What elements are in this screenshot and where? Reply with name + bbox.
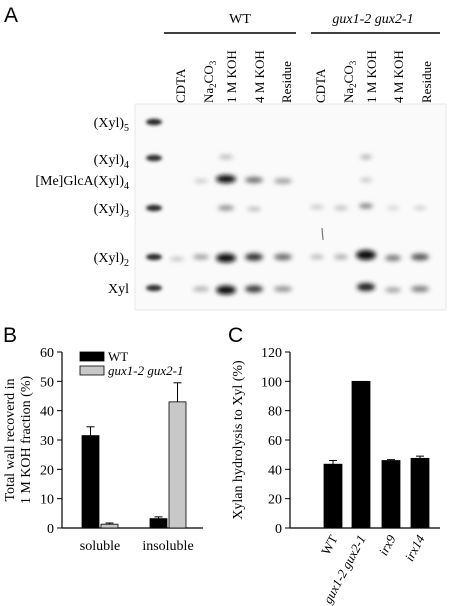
lane-label: 1 M KOH (224, 50, 239, 103)
chart-b-y-label: 1 M KOH fraction (%) (19, 376, 34, 505)
gel-image (134, 103, 447, 311)
band-label-xyl4: (Xyl)4 (94, 153, 129, 171)
lane-label: 4 M KOH (252, 50, 267, 103)
chart-c-bar (381, 460, 401, 529)
chart-b-x-tick-label: insoluble (142, 539, 193, 554)
gel-group-label-mutant: gux1-2 gux2-1 (332, 12, 413, 27)
chart-b-y-tick-label: 0 (47, 522, 54, 537)
chart-b-y-tick-label: 50 (40, 375, 54, 390)
chart-b-x-tick-label: soluble (80, 539, 120, 554)
lane-label: CDTA (313, 68, 328, 103)
chart-c-bar (410, 457, 430, 529)
chart-b-y-label: Total wall recoverd in (3, 378, 18, 501)
band-label-xyl5: (Xyl)5 (94, 116, 129, 134)
chart-b-bar (100, 523, 119, 529)
chart-b-legend-swatch (79, 365, 105, 376)
panel-a-letter: A (4, 4, 18, 27)
lane-label: 4 M KOH (391, 50, 406, 103)
lane-label: Na2CO3 (201, 60, 218, 103)
lane-label: Residue (419, 61, 434, 103)
panel-b-letter: B (3, 324, 17, 347)
gel-artifact-streak (321, 227, 324, 241)
panel-c-letter: C (228, 324, 243, 347)
chart-b-bar (149, 518, 168, 529)
lane-label: Na2CO3 (341, 60, 358, 103)
chart-b-bar (168, 401, 187, 529)
lane-label: Residue (279, 61, 294, 103)
chart-c-x-tick-label: WT (318, 532, 341, 557)
chart-b-bar (81, 435, 100, 529)
sample-bands (170, 155, 429, 295)
gel-background (134, 103, 447, 311)
band-label-meglca-xyl4: [Me]GlcA(Xyl)4 (35, 174, 129, 192)
chart-c-y-tick-label: 60 (268, 434, 282, 449)
gel-lane-labels: CDTA Na2CO3 1 M KOH 4 M KOH Residue CDTA… (173, 50, 434, 103)
marker-lane (146, 118, 162, 292)
chart-b-y-tick-label: 20 (40, 463, 54, 478)
chart-c-y-tick-label: 120 (261, 346, 282, 361)
chart-b-y-tick-label: 60 (40, 346, 54, 361)
gel-group-label-wt: WT (229, 12, 251, 27)
chart-c-y-tick-label: 20 (268, 493, 282, 508)
band-label-xyl3: (Xyl)3 (94, 202, 129, 220)
band-label-xyl: Xyl (108, 282, 129, 297)
band-label-xyl2: (Xyl)2 (94, 251, 129, 269)
chart-b-y-tick-label: 40 (40, 405, 54, 420)
chart-b-y-tick-label: 30 (40, 434, 54, 449)
chart-b-legend-label: WT (108, 349, 128, 364)
lane-label: CDTA (173, 68, 188, 103)
chart-c-x-tick-label: irx14 (402, 532, 428, 564)
chart-c-bar (351, 380, 371, 529)
chart-b-y-tick-label: 10 (40, 493, 54, 508)
chart-c-y-tick-label: 40 (268, 463, 282, 478)
chart-c-y-label: Xylan hydrolysis to Xyl (%) (231, 360, 246, 520)
lane-label: 1 M KOH (364, 50, 379, 103)
chart-b-legend-swatch (79, 351, 105, 362)
chart-b-legend-label: gux1-2 gux2-1 (108, 363, 183, 378)
chart-c-bar (323, 463, 343, 529)
chart-c-y-tick-label: 0 (275, 522, 282, 537)
chart-c-x-tick-label: irx9 (376, 532, 399, 558)
chart-c-y-tick-label: 80 (268, 405, 282, 420)
gel-band-labels: (Xyl)5 (Xyl)4 [Me]GlcA(Xyl)4 (Xyl)3 (Xyl… (35, 116, 129, 297)
chart-c-y-tick-label: 100 (261, 375, 282, 390)
